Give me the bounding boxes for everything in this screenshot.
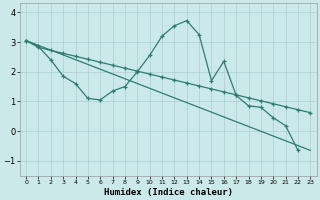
X-axis label: Humidex (Indice chaleur): Humidex (Indice chaleur) — [104, 188, 233, 197]
